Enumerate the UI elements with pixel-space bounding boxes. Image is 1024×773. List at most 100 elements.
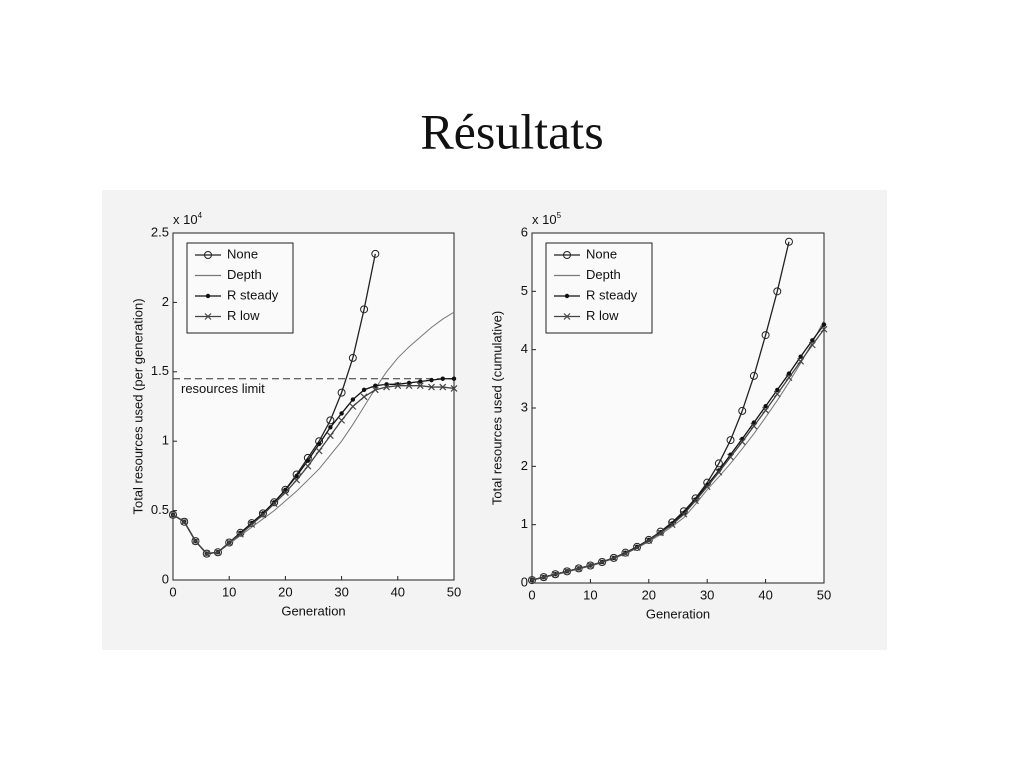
marker-dot [350, 397, 356, 402]
y-tick-label: 3 [521, 399, 528, 414]
marker-x [622, 549, 629, 557]
marker-x [439, 383, 447, 391]
marker-circle [761, 331, 770, 340]
y-axis-label: Total resources used (cumulative) [489, 311, 504, 505]
marker-x [738, 438, 746, 446]
marker-circle [714, 459, 723, 468]
marker-dot [763, 404, 768, 409]
y-tick-label: 0 [521, 574, 528, 589]
legend-label: R steady [586, 287, 638, 302]
x-tick-label: 50 [447, 584, 461, 599]
x-tick-label: 10 [222, 584, 236, 599]
y-multiplier: x 105 [532, 211, 562, 227]
marker-dot [786, 371, 792, 376]
marker-x [645, 536, 653, 544]
y-tick-label: 2 [162, 294, 169, 309]
marker-dot [440, 376, 445, 381]
marker-circle [337, 388, 346, 397]
marker-dot [669, 521, 675, 526]
marker-x [715, 468, 723, 476]
marker-circle [598, 558, 607, 566]
marker-x [773, 390, 781, 398]
marker-x [797, 357, 805, 365]
marker-x [633, 543, 641, 551]
marker-x [237, 530, 244, 538]
marker-circle [563, 251, 571, 259]
legend-box [545, 242, 653, 334]
marker-x [575, 564, 583, 572]
marker-x [281, 489, 289, 496]
marker-circle [773, 287, 782, 296]
marker-circle [539, 573, 548, 582]
y-axis-label: Total resources used (per generation) [130, 298, 145, 514]
y-tick-label: 1 [521, 516, 528, 531]
marker-dot [564, 293, 570, 299]
marker-x [203, 550, 211, 558]
marker-x [248, 521, 256, 528]
marker-circle [691, 494, 700, 503]
marker-dot [305, 458, 311, 463]
x-tick-label: 30 [334, 584, 348, 599]
y-tick-label: 4 [521, 341, 528, 356]
marker-dot [339, 411, 344, 416]
marker-x [326, 432, 334, 440]
marker-dot [205, 293, 211, 299]
x-tick-label: 10 [583, 587, 597, 602]
marker-x [428, 383, 435, 391]
marker-x [416, 382, 424, 390]
marker-x [668, 521, 676, 529]
marker-circle [749, 371, 758, 380]
marker-dot [429, 377, 434, 383]
marker-x [338, 416, 346, 424]
marker-x [405, 382, 413, 390]
x-axis-label: Generation [281, 603, 345, 618]
marker-circle [528, 576, 536, 585]
x-tick-label: 20 [642, 587, 656, 602]
marker-x [383, 383, 390, 391]
marker-x [750, 422, 758, 430]
marker-x [192, 537, 199, 545]
x-tick-label: 40 [758, 587, 772, 602]
marker-x [349, 403, 357, 410]
marker-x [360, 393, 368, 401]
marker-dot [810, 338, 815, 343]
y-tick-label: 2 [521, 458, 528, 473]
marker-x [563, 567, 571, 575]
marker-x [540, 573, 548, 581]
marker-circle [784, 237, 793, 246]
marker-x [563, 313, 571, 320]
marker-dot [361, 387, 367, 393]
legend-label: R low [586, 308, 619, 323]
x-tick-label: 0 [528, 587, 535, 602]
marker-circle [169, 510, 177, 519]
marker-circle [326, 416, 335, 425]
marker-x [394, 382, 402, 390]
y-tick-label: 1 [162, 433, 169, 448]
marker-dot [821, 322, 827, 327]
y-tick-label: 6 [521, 224, 528, 239]
marker-dot [451, 376, 457, 381]
x-tick-label: 20 [278, 584, 292, 599]
marker-x [586, 562, 594, 569]
marker-dot [328, 425, 333, 430]
marker-dot [418, 379, 423, 384]
marker-dot [798, 354, 803, 359]
marker-x [785, 374, 793, 382]
y-tick-label: 1.5 [151, 363, 169, 378]
marker-circle [348, 353, 357, 362]
marker-x [727, 453, 734, 461]
y-tick-label: 2.5 [151, 224, 169, 239]
marker-dot [294, 473, 299, 479]
legend-label: Depth [586, 267, 621, 282]
marker-x [204, 313, 212, 320]
multiplier-exponent: 4 [198, 211, 203, 220]
marker-circle [633, 542, 642, 551]
marker-x [450, 385, 458, 392]
marker-x [680, 510, 688, 518]
marker-x [315, 447, 323, 455]
x-tick-label: 30 [700, 587, 714, 602]
marker-x [551, 570, 559, 578]
multiplier-base: x 10 [173, 212, 198, 227]
x-tick-label: 40 [391, 584, 405, 599]
marker-x [808, 341, 816, 349]
